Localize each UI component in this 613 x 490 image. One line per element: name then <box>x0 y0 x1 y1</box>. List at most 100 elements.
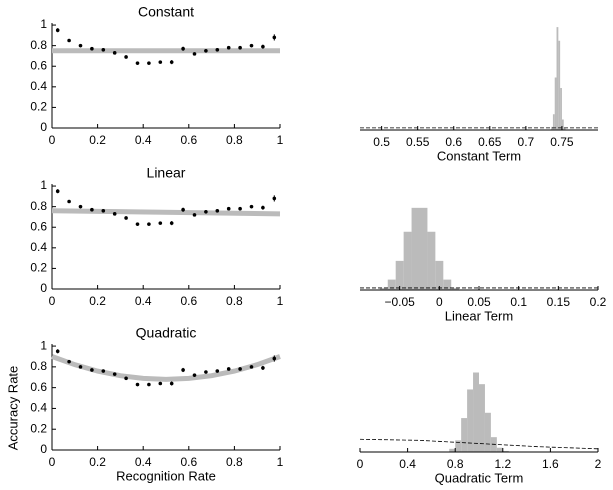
x-tick-label: 1.6 <box>542 457 559 471</box>
y-tick-label: 1 <box>40 178 47 192</box>
x-tick-label: 0.8 <box>447 457 464 471</box>
x-tick-label: 0.6 <box>180 133 197 147</box>
data-point <box>78 365 83 369</box>
data-point <box>215 369 220 373</box>
data-point <box>272 356 277 361</box>
hist-bar <box>395 260 404 290</box>
data-point <box>124 55 128 59</box>
y-tick-label: 0.8 <box>30 199 47 213</box>
data-point <box>272 35 277 40</box>
hist-bar <box>496 447 503 452</box>
y-tick-label: 0.4 <box>30 240 47 254</box>
data-point <box>261 366 265 370</box>
x-axis-label: Constant Term <box>437 148 521 163</box>
data-point <box>124 376 128 381</box>
x-tick-label: 0 <box>357 457 364 471</box>
data-point <box>169 381 174 386</box>
data-point <box>112 51 117 55</box>
data-point <box>215 47 220 52</box>
data-point <box>55 28 60 33</box>
x-tick-label: 2 <box>595 457 602 471</box>
hist-bar <box>558 40 561 130</box>
hist-bar <box>563 127 566 130</box>
y-tick-label: 0.8 <box>30 38 47 52</box>
data-point <box>158 221 163 225</box>
data-point <box>55 189 60 194</box>
data-point <box>101 47 106 52</box>
data-point <box>181 368 185 372</box>
data-point <box>101 369 106 373</box>
data-point <box>147 61 151 65</box>
data-point <box>261 44 265 49</box>
data-point <box>192 52 197 56</box>
x-tick-label: 1 <box>277 294 284 308</box>
x-tick-label: 0.4 <box>399 457 416 471</box>
hist-bar <box>502 450 509 452</box>
y-tick-label: 0.2 <box>30 421 47 435</box>
hist-bar <box>403 231 412 290</box>
data-point <box>90 368 94 372</box>
hist-bar <box>467 389 474 452</box>
hist-bar <box>461 418 468 452</box>
y-tick-label: 0 <box>40 442 47 456</box>
hist-bar <box>427 231 436 290</box>
hist-bar <box>449 448 456 452</box>
data-point <box>67 199 71 204</box>
data-point <box>204 370 208 374</box>
hist-bar <box>473 372 479 452</box>
hist-bar <box>387 279 396 290</box>
data-point <box>90 46 94 51</box>
y-axis-label: Accuracy Rate <box>5 366 20 451</box>
data-point <box>204 209 208 214</box>
data-point <box>67 38 71 43</box>
data-point <box>192 373 197 377</box>
data-point <box>238 367 242 371</box>
data-point <box>181 207 185 212</box>
x-tick-label: 0.8 <box>226 455 243 469</box>
hist-bar <box>435 260 444 290</box>
x-tick-label: 0.6 <box>445 135 462 149</box>
y-tick-label: 0.4 <box>30 401 47 415</box>
hist-bar <box>551 126 553 130</box>
y-tick-label: 0.2 <box>30 261 47 275</box>
x-tick-label: 0 <box>49 455 56 469</box>
x-tick-label: 0.15 <box>547 295 571 309</box>
data-point <box>226 367 231 371</box>
x-tick-label: 0.2 <box>89 133 106 147</box>
data-point <box>169 60 174 64</box>
data-point <box>238 206 242 211</box>
data-point <box>135 222 140 226</box>
data-point <box>67 359 71 364</box>
hist-bar <box>455 440 462 452</box>
data-point <box>204 48 208 53</box>
x-tick-label: 0 <box>436 295 443 309</box>
hist-bar <box>554 77 557 130</box>
x-tick-label: 0.05 <box>467 295 491 309</box>
data-point <box>158 60 163 64</box>
data-point <box>135 382 140 387</box>
data-point <box>147 222 151 226</box>
y-tick-label: 0.2 <box>30 100 47 114</box>
x-tick-label: 0.6 <box>180 455 197 469</box>
data-point <box>181 46 185 51</box>
y-tick-label: 0.6 <box>30 219 47 233</box>
hist-bar <box>411 207 420 290</box>
hist-bar <box>451 287 460 290</box>
data-point <box>112 212 117 216</box>
x-tick-label: 0.2 <box>590 295 607 309</box>
y-tick-label: 0 <box>40 120 47 134</box>
data-point <box>249 43 254 48</box>
hist-bar <box>484 412 491 452</box>
data-point <box>135 61 140 65</box>
x-tick-label: 0.1 <box>510 295 527 309</box>
x-tick-label: 0.55 <box>406 135 430 149</box>
data-point <box>238 45 242 50</box>
data-point <box>272 196 277 201</box>
x-axis-label: Linear Term <box>445 308 513 323</box>
x-tick-label: 0.4 <box>135 294 152 308</box>
y-tick-label: 0.6 <box>30 58 47 72</box>
hist-bar <box>379 287 388 290</box>
data-point <box>215 208 220 213</box>
x-tick-label: 0.75 <box>550 135 574 149</box>
x-tick-label: 1 <box>277 133 284 147</box>
